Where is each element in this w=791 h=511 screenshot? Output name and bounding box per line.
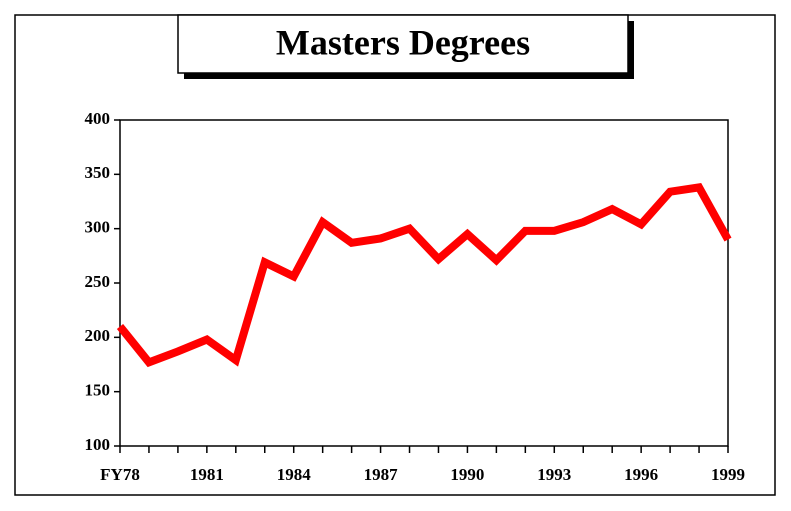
x-tick-label: 1981 [190,465,224,484]
y-tick-label: 400 [85,109,111,128]
y-tick-label: 300 [85,218,111,237]
y-tick-label: 250 [85,272,111,291]
x-tick-label: 1984 [277,465,312,484]
y-tick-label: 350 [85,163,111,182]
x-tick-label: 1993 [537,465,571,484]
x-tick-label: 1996 [624,465,658,484]
y-tick-label: 100 [85,435,111,454]
plot-frame [119,119,729,447]
x-tick-label: 1999 [711,465,745,484]
title-box [177,14,629,74]
x-tick-label: FY78 [100,465,140,484]
chart-border [14,14,776,496]
chart-title: Masters Degrees [276,22,530,62]
x-tick-label: 1987 [364,465,399,484]
data-line [116,183,732,368]
y-tick-label: 200 [85,326,111,345]
y-tick-label: 150 [85,381,111,400]
x-tick-label: 1990 [450,465,484,484]
